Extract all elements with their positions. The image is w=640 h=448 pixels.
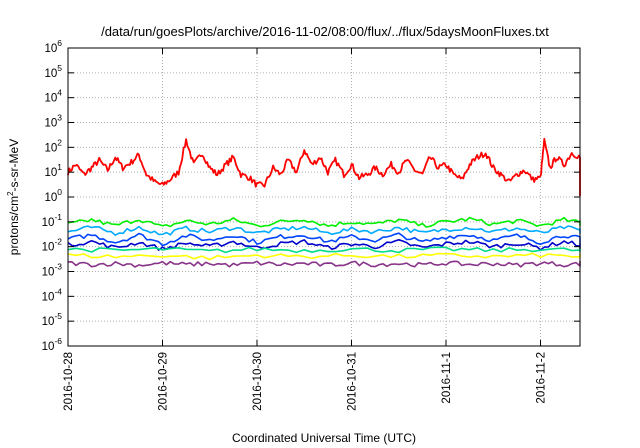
series-line-3 xyxy=(67,225,581,236)
y-tick-label: 10-1 xyxy=(42,212,63,229)
y-tick-label: 104 xyxy=(44,88,62,105)
x-axis-label: Coordinated Universal Time (UTC) xyxy=(232,431,416,445)
y-axis-label: protons/cm2-s-sr-MeV xyxy=(6,139,21,255)
y-tick-label: 10-3 xyxy=(42,262,63,279)
y-tick-label: 10-2 xyxy=(42,237,63,254)
y-axis-label-sup: 2 xyxy=(6,191,15,196)
y-tick-label: 106 xyxy=(44,38,62,55)
x-tick-label: 2016-10-28 xyxy=(63,352,75,411)
series-line-6 xyxy=(67,246,581,254)
x-tick-label: 2016-11-2 xyxy=(536,352,548,404)
y-axis-label-text: protons/cm xyxy=(7,196,21,255)
series-line-7 xyxy=(67,252,581,261)
y-tick-label: 100 xyxy=(44,187,62,204)
series-group xyxy=(67,137,581,268)
series-line-8 xyxy=(67,260,581,268)
y-axis-ticks: 10-6 10-5 10-4 10-3 10-2 10-1 100 101 102 103 104 1… xyxy=(42,38,580,353)
y-axis-label-rest: -s-sr-MeV xyxy=(7,139,21,192)
y-tick-label: 102 xyxy=(44,137,62,154)
x-tick-label: 2016-10-31 xyxy=(347,352,359,411)
x-tick-label: 2016-10-30 xyxy=(252,352,264,411)
y-tick-label: 10-5 xyxy=(42,311,63,328)
chart-title: /data/run/goesPlots/archive/2016-11-02/0… xyxy=(101,24,549,39)
x-tick-label: 2016-10-29 xyxy=(158,352,170,411)
x-axis-ticks: 2016-10-28 2016-10-29 2016-10-30 2016-10-31… xyxy=(63,48,548,411)
x-tick-label: 2016-11-1 xyxy=(441,352,453,404)
y-tick-label: 10-6 xyxy=(42,336,63,353)
y-tick-label: 105 xyxy=(44,63,62,80)
grid xyxy=(67,47,580,347)
series-line-4 xyxy=(67,232,581,247)
y-tick-label: 10-4 xyxy=(42,286,63,303)
y-tick-label: 103 xyxy=(44,113,62,130)
series-line-1 xyxy=(67,137,581,197)
series-line-2 xyxy=(67,216,581,228)
y-tick-label: 101 xyxy=(44,162,62,179)
